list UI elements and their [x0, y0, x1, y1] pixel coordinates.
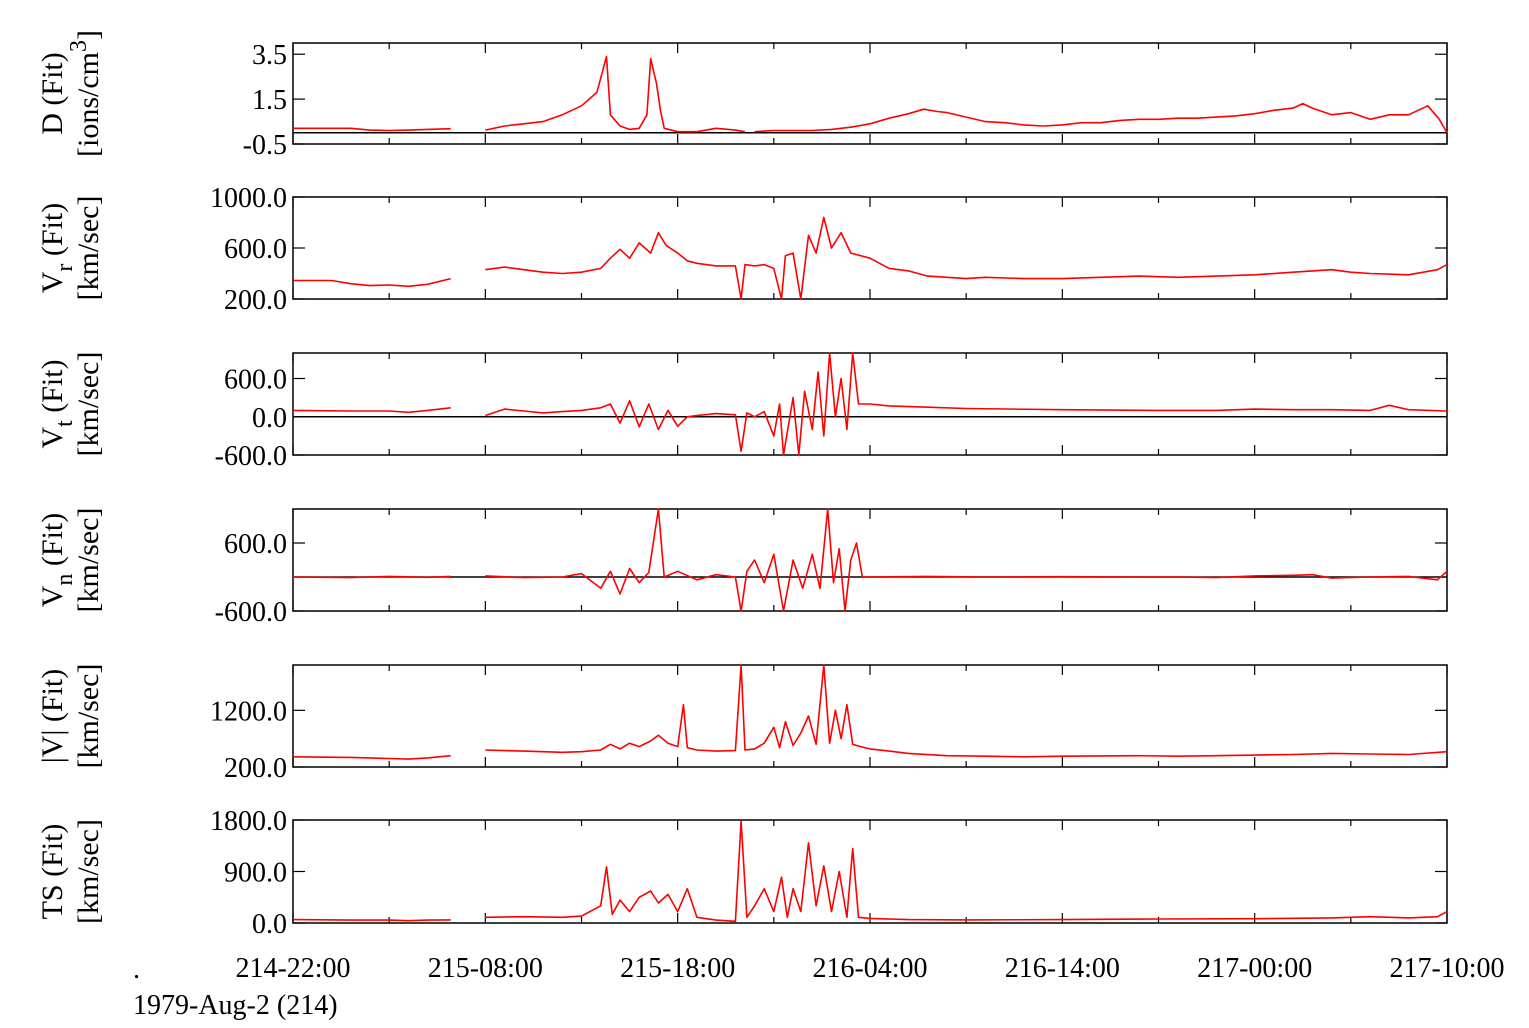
- y-axis-name: |V| (Fit): [36, 669, 69, 764]
- y-axis-name-base: V: [36, 427, 69, 449]
- x-tick-label: 214-22:00: [235, 953, 350, 984]
- panel-D: 3.5 1.5 -0.5 D (Fit) [ions/cm3]: [36, 30, 1448, 161]
- series-line-Vn-0: [292, 575, 451, 579]
- panel-frame-Vr: [292, 196, 1448, 300]
- y-axis-name-subscript: t: [52, 420, 78, 427]
- y-axis-name: TS (Fit): [36, 824, 69, 920]
- y-tick-label: -600.0: [215, 597, 287, 628]
- y-tick-label: 600.0: [224, 365, 287, 396]
- y-axis-label-V: |V| (Fit) [km/sec]: [36, 664, 105, 769]
- series-line-D-1: [485, 55, 746, 133]
- series-line-Vr-1: [485, 216, 1448, 300]
- y-axis-name: D (Fit): [36, 52, 69, 135]
- y-axis-name-suffix: (Fit): [36, 203, 69, 264]
- y-tick-label: 200.0: [224, 285, 287, 316]
- y-tick-label: 0.0: [252, 403, 287, 434]
- y-axis-label-Vr: Vr (Fit) [km/sec]: [36, 196, 105, 301]
- series-line-D-0: [293, 127, 451, 132]
- y-tick-label: 1200.0: [210, 696, 287, 727]
- y-tick-label: 1800.0: [210, 806, 287, 837]
- y-axis-name-suffix: (Fit): [36, 513, 69, 574]
- y-axis-unit: [km/sec]: [72, 196, 105, 301]
- y-tick-label: 200.0: [224, 753, 287, 784]
- panel-Vn: 600.0 -600.0 Vn (Fit) [km/sec]: [36, 508, 1448, 628]
- series-line-Vt-0: [292, 407, 451, 414]
- y-axis-name-suffix: (Fit): [36, 359, 69, 420]
- y-axis-name-subscript: r: [52, 264, 78, 272]
- y-axis-name: Vt (Fit): [36, 359, 78, 448]
- y-axis-name-base: V: [36, 271, 69, 293]
- panel-frame-Vn: [292, 508, 1448, 612]
- x-tick-label: 215-18:00: [620, 953, 735, 984]
- y-tick-label: -0.5: [243, 130, 287, 161]
- x-tick-label: 216-14:00: [1005, 953, 1120, 984]
- x-axis-dot: .: [133, 954, 140, 985]
- y-axis-unit: [ions/cm3]: [66, 30, 105, 157]
- y-tick-label: 0.0: [252, 909, 287, 940]
- series-line-TS-1: [485, 820, 1448, 923]
- y-axis-unit-superscript: 3: [66, 40, 92, 52]
- x-tick-label: 216-04:00: [812, 953, 927, 984]
- panel-Vt: 600.0 0.0 -600.0 Vt (Fit) [km/sec]: [36, 352, 1448, 472]
- panel-TS: 1800.0 900.0 0.0 TS (Fit) [km/sec]: [36, 806, 1448, 940]
- y-axis-label-TS: TS (Fit) [km/sec]: [36, 819, 105, 924]
- y-axis-label-D: D (Fit) [ions/cm3]: [36, 30, 105, 157]
- y-axis-name: Vr (Fit): [36, 203, 78, 294]
- series-line-Vt-1: [485, 352, 1448, 456]
- y-axis-name-base: V: [36, 585, 69, 607]
- x-tick-label: 215-08:00: [428, 953, 543, 984]
- series-line-Vn-1: [485, 508, 1448, 612]
- y-axis-unit-close: ]: [72, 30, 105, 40]
- x-tick-label: 217-00:00: [1197, 953, 1312, 984]
- series-line-TS-0: [292, 918, 451, 922]
- panel-frame-V: [292, 664, 1448, 768]
- series-line-D-2: [754, 102, 1448, 134]
- y-tick-label: 1.5: [252, 85, 287, 116]
- y-tick-label: 3.5: [252, 40, 287, 71]
- panels-group: 3.5 1.5 -0.5 D (Fit) [ions/cm3] 1000.0 600.0 20…: [36, 30, 1448, 940]
- series-line-V-0: [292, 754, 451, 760]
- y-axis-unit: [km/sec]: [72, 352, 105, 457]
- y-axis-unit-base: [ions/cm: [72, 52, 105, 157]
- y-tick-label: -600.0: [215, 441, 287, 472]
- y-axis-name: Vn (Fit): [36, 513, 78, 608]
- y-axis-name-subscript: n: [52, 574, 78, 586]
- y-axis-label-Vt: Vt (Fit) [km/sec]: [36, 352, 105, 457]
- series-line-V-1: [485, 664, 1448, 758]
- y-axis-unit: [km/sec]: [72, 508, 105, 613]
- panel-frame-TS: [292, 819, 1448, 924]
- panel-V: 1200.0 200.0 |V| (Fit) [km/sec]: [36, 664, 1448, 784]
- y-axis-unit: [km/sec]: [72, 664, 105, 769]
- y-tick-label: 1000.0: [210, 183, 287, 214]
- y-tick-label: 900.0: [224, 858, 287, 889]
- panel-frame-D: [292, 42, 1448, 145]
- series-line-Vr-0: [293, 277, 451, 288]
- y-axis-label-Vn: Vn (Fit) [km/sec]: [36, 508, 105, 613]
- y-tick-label: 600.0: [224, 529, 287, 560]
- y-tick-label: 600.0: [224, 234, 287, 265]
- x-tick-label: 217-10:00: [1389, 953, 1504, 984]
- y-axis-unit: [km/sec]: [72, 819, 105, 924]
- x-axis-tick-labels: 214-22:00 215-08:00 215-18:00 216-04:00 216-…: [235, 953, 1504, 984]
- panel-Vr: 1000.0 600.0 200.0 Vr (Fit) [km/sec]: [36, 183, 1448, 316]
- date-label: 1979-Aug-2 (214): [133, 990, 338, 1021]
